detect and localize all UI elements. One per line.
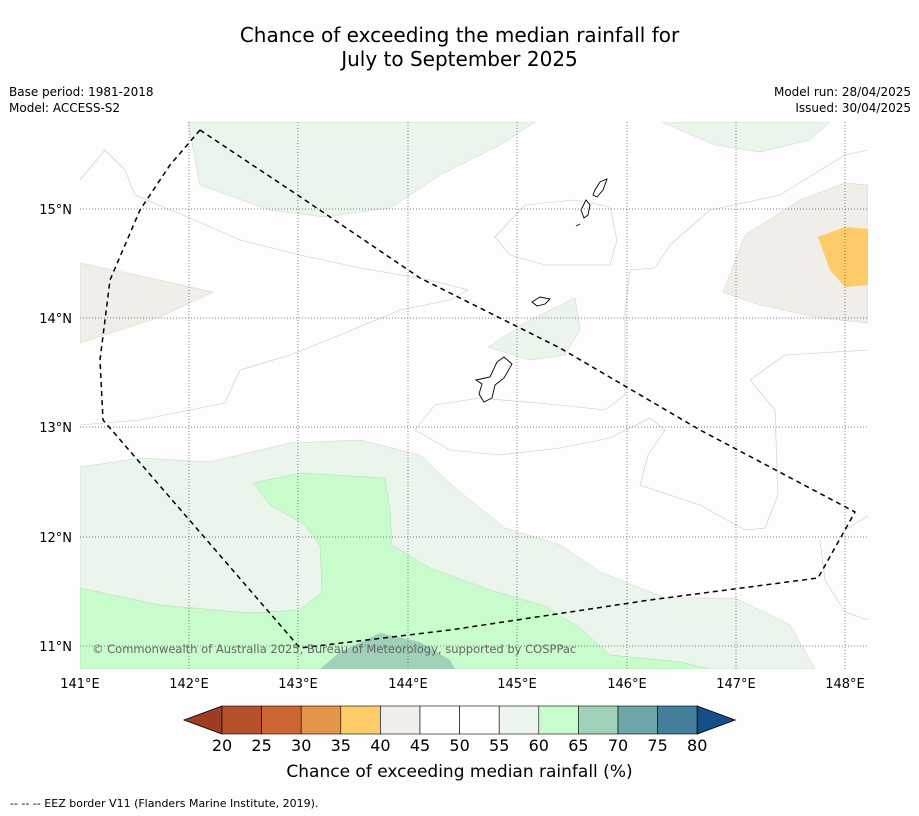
- colorbar-swatch: [261, 705, 302, 735]
- contour-lines: [80, 149, 868, 621]
- eez-border: [99, 129, 857, 649]
- colorbar-swatch: [538, 705, 579, 735]
- colorbar-tick-label: 40: [370, 736, 390, 755]
- colorbar-tick-label: 70: [608, 736, 628, 755]
- colorbar-extend-high: [696, 705, 737, 735]
- lon-label: 142°E: [169, 677, 209, 692]
- colorbar-title: Chance of exceeding median rainfall (%): [286, 762, 633, 782]
- model-label: Model: ACCESS-S2: [9, 101, 121, 115]
- region-40-45-west: [80, 262, 214, 344]
- colorbar-swatch: [498, 705, 540, 735]
- colorbar-extend-low: [182, 705, 223, 735]
- lon-label: 148°E: [825, 677, 865, 692]
- region-65-70: [320, 633, 455, 669]
- colorbar-swatch: [657, 705, 698, 735]
- eez-footnote: -- -- -- EEZ border V11 (Flanders Marine…: [10, 797, 319, 810]
- colorbar-tick-label: 30: [291, 736, 311, 755]
- map-title-line2: July to September 2025: [341, 47, 578, 71]
- colorbar-swatch: [380, 705, 421, 735]
- lat-label: 14°N: [39, 312, 72, 327]
- island-rota: [531, 296, 551, 307]
- island-saipan: [592, 178, 608, 198]
- island-guam: [474, 356, 513, 403]
- lat-label: 11°N: [39, 640, 72, 655]
- colorbar-swatch: [221, 705, 262, 735]
- lon-label: 144°E: [388, 677, 428, 692]
- region-35-40-east: [818, 227, 868, 287]
- colorbar-tick-label: 35: [331, 736, 351, 755]
- colorbar-tick-label: 50: [449, 736, 469, 755]
- model-run-label: Model run: 28/04/2025: [773, 85, 911, 99]
- lon-label: 146°E: [607, 677, 647, 692]
- graticule: [80, 122, 868, 669]
- lon-label: 147°E: [716, 677, 756, 692]
- lon-label: 143°E: [278, 677, 318, 692]
- lon-label: 145°E: [497, 677, 537, 692]
- issued-label: Issued: 30/04/2025: [795, 101, 911, 115]
- lat-label: 13°N: [39, 421, 72, 436]
- region-40-45-east: [722, 182, 868, 324]
- region-55-60-northeast: [661, 122, 831, 153]
- colorbar-swatch: [617, 705, 658, 735]
- colorbar-tick-label: 55: [489, 736, 509, 755]
- colorbar-swatch: [459, 705, 500, 735]
- colorbar-swatch: [340, 705, 381, 735]
- colorbar-tick-label: 65: [568, 736, 588, 755]
- map-plot-area: [80, 122, 868, 669]
- base-period-label: Base period: 1981-2018: [9, 85, 154, 99]
- colorbar-tick-label: 80: [687, 736, 707, 755]
- map-title-line1: Chance of exceeding the median rainfall …: [239, 23, 680, 47]
- lat-label: 12°N: [39, 531, 72, 546]
- copyright-text: © Commonwealth of Australia 2025, Bureau…: [92, 642, 576, 656]
- island-tinian: [580, 199, 591, 219]
- island-aguijan: [575, 223, 581, 227]
- lat-label: 15°N: [39, 203, 72, 218]
- axis-labels: 141°E 142°E 143°E 144°E 145°E 146°E 147°E 148°E…: [39, 203, 865, 692]
- colorbar-swatch: [300, 705, 342, 735]
- lon-label: 141°E: [60, 677, 100, 692]
- islands: [474, 178, 608, 403]
- colorbar-tick-label: 60: [529, 736, 549, 755]
- region-55-60-center: [487, 297, 581, 361]
- colorbar-tick-label: 20: [212, 736, 232, 755]
- region-60-65: [80, 472, 711, 669]
- region-55-60-north: [187, 122, 536, 218]
- colorbar-tick-label: 25: [251, 736, 271, 755]
- colorbar-tick-label: 45: [410, 736, 430, 755]
- colorbar: 20 25 30 35 40 45 50 55 60 65 70 75 80: [182, 705, 737, 755]
- colorbar-tick-label: 75: [647, 736, 667, 755]
- colorbar-swatch: [578, 705, 619, 735]
- colorbar-swatch: [419, 705, 460, 735]
